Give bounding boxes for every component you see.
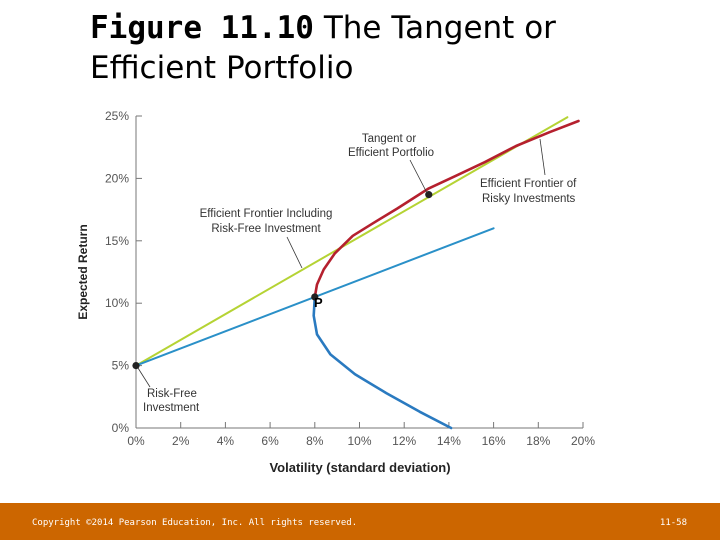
axes-group: 0% 2% 4% 6% 8% 10% 12% 14% 16% 18% 20% 0% 5% 10% 15% 20… [105,109,595,448]
footer-bar: Copyright ©2014 Pearson Education, Inc. … [0,503,720,540]
annotation-tangent-line1: Tangent or [362,133,417,145]
footer-page-number: 11-58 [659,518,687,528]
x-tick-label: 2% [172,434,190,448]
annotation-tangent-leader [409,159,428,194]
annotation-risky-leader [539,138,546,176]
y-tick-label: 25% [105,109,129,123]
x-tick-label: 18% [526,434,550,448]
y-tick-label: 5% [112,359,130,373]
y-tick-label: 20% [105,171,129,185]
y-tick-label: 10% [105,296,129,310]
footer-copyright: Copyright ©2014 Pearson Education, Inc. … [32,518,358,528]
points-group [132,191,433,370]
annotation-including-line2: Risk-Free Investment [211,223,321,235]
annotation-riskfree-line1: Risk-Free [147,388,197,400]
title-line1-text: The Tangent or [323,10,556,46]
y-tick-label: 0% [112,421,130,435]
annotation-including-leader [286,236,303,269]
x-tick-label: 12% [392,434,416,448]
annotation-tangent-line2: Efficient Portfolio [348,147,434,159]
annotation-riskfree-leader [137,367,151,388]
page-title: Figure 11.10 The Tangent or Efficient Po… [90,8,690,88]
x-tick-label: 4% [217,434,235,448]
x-tick-label: 0% [127,434,145,448]
chart: 0% 2% 4% 6% 8% 10% 12% 14% 16% 18% 20% 0% 5% 10% 15% 20… [76,109,595,475]
y-axis-label: Expected Return [76,224,90,319]
x-tick-label: 6% [261,434,279,448]
series-group [135,116,580,430]
series-line-efficient-including-riskfree [135,116,569,367]
annotation-risky-line2: Risky Investments [482,193,576,205]
figure-number: Figure 11.10 [90,10,314,46]
x-tick-label: 20% [571,434,595,448]
title-line2-text: Efficient Portfolio [90,50,354,86]
x-axis-label: Volatility (standard deviation) [269,460,450,475]
annotation-riskfree-line2: Investment [143,402,200,414]
point-label-p: P [314,295,323,310]
series-line-inefficient-frontier [312,295,453,430]
x-tick-label: 14% [437,434,461,448]
x-tick-label: 10% [347,434,371,448]
point-p [311,293,319,301]
y-tick-label: 15% [105,234,129,248]
annotation-risky-line1: Efficient Frontier of [480,178,577,190]
point-risk-free [132,362,140,370]
x-tick-label: 16% [482,434,506,448]
annotation-including-line1: Efficient Frontier Including [200,208,333,220]
x-tick-label: 8% [306,434,324,448]
series-line-efficient-frontier [313,119,580,299]
